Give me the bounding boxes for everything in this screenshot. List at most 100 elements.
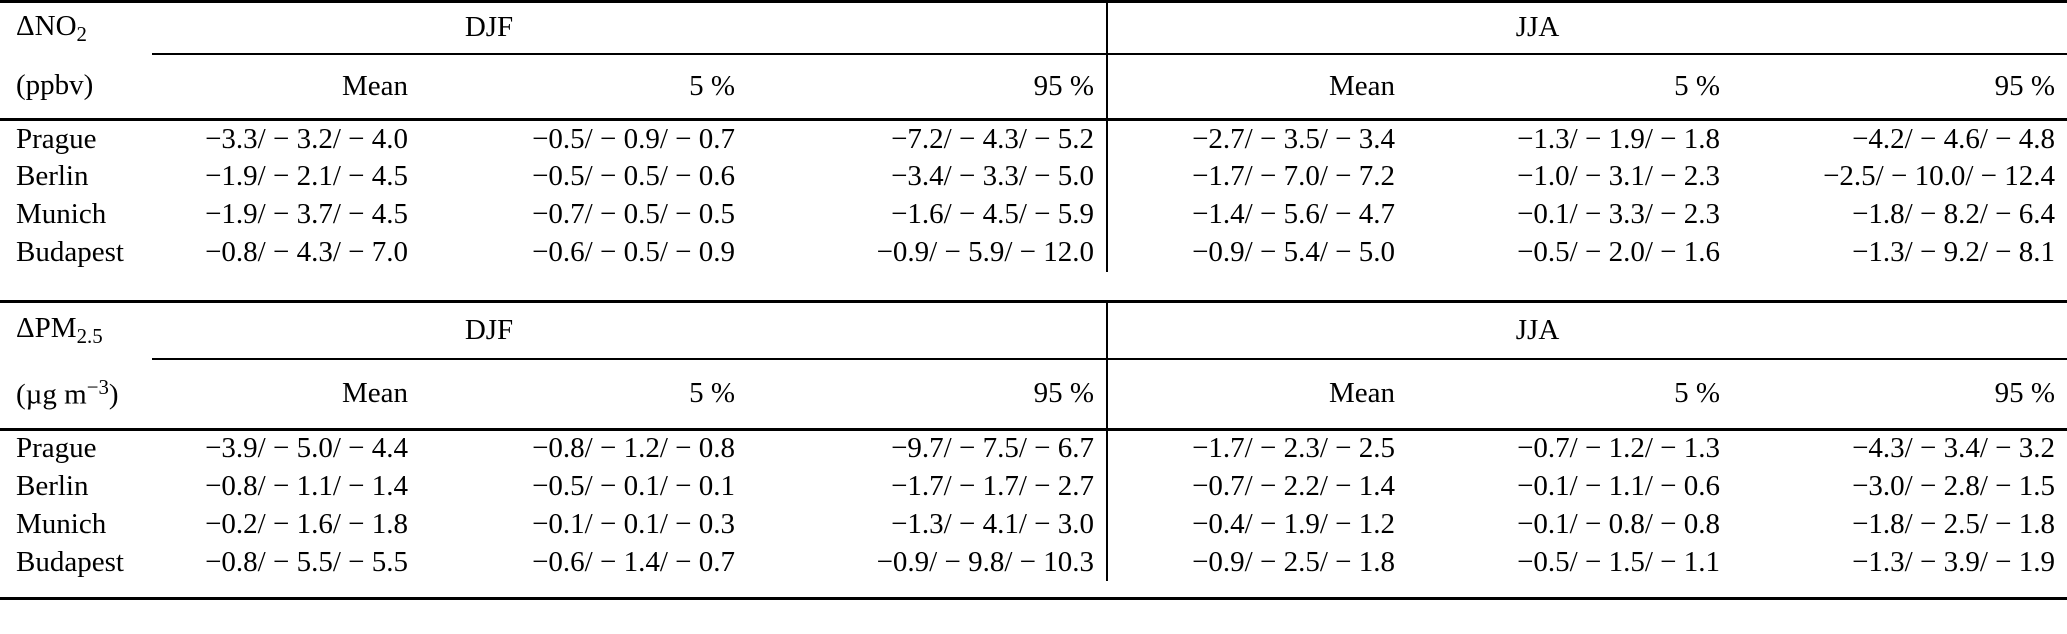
table-row: Budapest −0.8/ − 5.5/ − 5.5 −0.6/ − 1.4/… (0, 543, 2067, 581)
season-header-djf: DJF (152, 301, 1108, 360)
table-row: Munich −0.2/ − 1.6/ − 1.8 −0.1/ − 0.1/ −… (0, 505, 2067, 543)
value-cell: −3.4/ − 3.3/ − 5.0 (891, 160, 1095, 192)
stat-header-row: (ppbv) Mean 5 % 95 % Mean 5 % 95 % (0, 53, 2067, 121)
stat-header-5pct: 5 % (420, 53, 747, 121)
stat-header-5pct: 5 % (420, 359, 747, 431)
unit-label-ppbv: (ppbv) (0, 53, 152, 121)
stat-header-mean: Mean (1106, 53, 1408, 121)
value-cell: −0.8/ − 1.2/ − 0.8 (532, 432, 735, 465)
stat-header-95pct: 95 % (1732, 359, 2067, 431)
value-cell: −0.1/ − 1.1/ − 0.6 (1517, 469, 1721, 502)
variable-subscript: 2.5 (76, 324, 103, 349)
value-cell: −0.5/ − 0.9/ − 0.7 (532, 122, 735, 155)
table-row: Munich −1.9/ − 3.7/ − 4.5 −0.7/ − 0.5/ −… (0, 195, 2067, 234)
value-cell: −1.9/ − 3.7/ − 4.5 (205, 198, 408, 230)
table-row: Prague −3.9/ − 5.0/ − 4.4 −0.8/ − 1.2/ −… (0, 429, 2067, 467)
season-header-jja: JJA (1106, 301, 2067, 360)
season-header-row: ΔPM2.5 DJF JJA (0, 301, 2067, 360)
no2-table: ΔNO2 DJF JJA (ppbv) Mean 5 % 95 % Mean 5… (0, 0, 2067, 300)
value-cell: −0.1/ − 0.8/ − 0.8 (1517, 507, 1721, 540)
value-cell: −1.4/ − 5.6/ − 4.7 (1106, 195, 1408, 234)
unit-label-ugm3: (µg m−3) (0, 359, 152, 431)
value-cell: −0.5/ − 1.5/ − 1.1 (1517, 545, 1721, 578)
value-cell: −0.9/ − 9.8/ − 10.3 (876, 545, 1095, 578)
row-label-city: Prague (16, 432, 97, 465)
value-cell: −4.3/ − 3.4/ − 3.2 (1852, 432, 2056, 465)
value-cell: −0.1/ − 3.3/ − 2.3 (1517, 198, 1721, 230)
row-label-city: Munich (16, 198, 107, 230)
value-cell: −1.8/ − 8.2/ − 6.4 (1852, 198, 2056, 230)
unit-close-paren: ) (108, 378, 119, 411)
value-cell: −3.9/ − 5.0/ − 4.4 (205, 432, 408, 465)
unit-text: (µg m (16, 378, 87, 411)
value-cell: −1.7/ − 1.7/ − 2.7 (891, 469, 1095, 502)
value-cell: −1.8/ − 2.5/ − 1.8 (1852, 507, 2056, 540)
value-cell: −1.3/ − 4.1/ − 3.0 (891, 507, 1095, 540)
value-cell: −1.7/ − 2.3/ − 2.5 (1106, 429, 1408, 467)
value-cell: −0.1/ − 0.1/ − 0.3 (532, 507, 735, 540)
value-cell: −0.5/ − 0.5/ − 0.6 (532, 160, 735, 192)
value-cell: −0.7/ − 1.2/ − 1.3 (1517, 432, 1721, 465)
value-cell: −2.7/ − 3.5/ − 3.4 (1106, 119, 1408, 158)
stat-header-5pct: 5 % (1407, 53, 1733, 121)
stat-header-95pct: 95 % (747, 359, 1108, 431)
value-cell: −0.5/ − 0.1/ − 0.1 (532, 469, 735, 502)
spacer-row (0, 581, 2067, 599)
value-cell: −0.6/ − 1.4/ − 0.7 (532, 545, 735, 578)
value-cell: −0.9/ − 5.9/ − 12.0 (876, 236, 1095, 268)
value-cell: −2.5/ − 10.0/ − 12.4 (1823, 160, 2056, 192)
value-cell: −0.7/ − 0.5/ − 0.5 (532, 198, 735, 230)
value-cell: −0.5/ − 2.0/ − 1.6 (1517, 236, 1721, 268)
value-cell: −0.8/ − 5.5/ − 5.5 (205, 545, 408, 578)
variable-label-pm25: ΔPM2.5 (0, 301, 152, 359)
value-cell: −4.2/ − 4.6/ − 4.8 (1852, 122, 2056, 155)
value-cell: −1.3/ − 3.9/ − 1.9 (1852, 545, 2056, 578)
table-row: Prague −3.3/ − 3.2/ − 4.0 −0.5/ − 0.9/ −… (0, 119, 2067, 158)
stat-header-95pct: 95 % (1732, 53, 2067, 121)
variable-subscript: 2 (76, 21, 87, 46)
value-cell: −1.7/ − 7.0/ − 7.2 (1106, 157, 1408, 196)
value-cell: −0.6/ − 0.5/ − 0.9 (532, 236, 735, 268)
value-cell: −1.6/ − 4.5/ − 5.9 (891, 198, 1095, 230)
table-row: Berlin −1.9/ − 2.1/ − 4.5 −0.5/ − 0.5/ −… (0, 157, 2067, 196)
value-cell: −0.8/ − 1.1/ − 1.4 (205, 469, 408, 502)
table-row: Budapest −0.8/ − 4.3/ − 7.0 −0.6/ − 0.5/… (0, 233, 2067, 272)
value-cell: −3.0/ − 2.8/ − 1.5 (1852, 469, 2056, 502)
value-cell: −0.9/ − 2.5/ − 1.8 (1106, 543, 1408, 581)
value-cell: −3.3/ − 3.2/ − 4.0 (205, 122, 408, 155)
row-label-city: Munich (16, 507, 107, 540)
row-label-city: Budapest (16, 545, 124, 578)
stat-header-mean: Mean (1106, 359, 1408, 431)
value-cell: −1.0/ − 3.1/ − 2.3 (1517, 160, 1721, 192)
value-cell: −0.7/ − 2.2/ − 1.4 (1106, 467, 1408, 505)
value-cell: −0.9/ − 5.4/ − 5.0 (1106, 233, 1408, 272)
variable-name: ΔPM (16, 312, 77, 345)
unit-exponent: −3 (86, 375, 109, 400)
season-header-djf: DJF (152, 1, 1108, 55)
stat-header-mean: Mean (152, 359, 420, 431)
variable-label-no2: ΔNO2 (0, 2, 152, 54)
value-cell: −0.4/ − 1.9/ − 1.2 (1106, 505, 1408, 543)
spacer-row (0, 272, 2067, 300)
value-cell: −1.3/ − 9.2/ − 8.1 (1852, 236, 2056, 268)
variable-name: ΔNO (16, 9, 77, 42)
row-label-city: Berlin (16, 469, 89, 502)
table-row: Berlin −0.8/ − 1.1/ − 1.4 −0.5/ − 0.1/ −… (0, 467, 2067, 505)
value-cell: −0.8/ − 4.3/ − 7.0 (205, 236, 408, 268)
season-header-row: ΔNO2 DJF JJA (0, 1, 2067, 55)
unit-text: (ppbv) (16, 69, 94, 102)
stat-header-5pct: 5 % (1407, 359, 1733, 431)
value-cell: −0.2/ − 1.6/ − 1.8 (205, 507, 408, 540)
value-cell: −1.3/ − 1.9/ − 1.8 (1517, 122, 1721, 155)
row-label-city: Berlin (16, 160, 89, 192)
stat-header-95pct: 95 % (747, 53, 1108, 121)
row-label-city: Budapest (16, 236, 124, 268)
value-cell: −7.2/ − 4.3/ − 5.2 (891, 122, 1095, 155)
row-label-city: Prague (16, 122, 97, 155)
season-header-jja: JJA (1106, 1, 2067, 55)
stat-header-mean: Mean (152, 53, 420, 121)
value-cell: −1.9/ − 2.1/ − 4.5 (205, 160, 408, 192)
value-cell: −9.7/ − 7.5/ − 6.7 (891, 432, 1095, 465)
pm25-table: ΔPM2.5 DJF JJA (µg m−3) Mean 5 % 95 % Me… (0, 299, 2067, 600)
